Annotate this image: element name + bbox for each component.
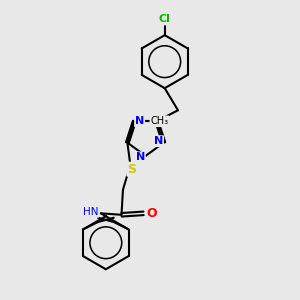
- Text: N: N: [135, 116, 144, 126]
- Text: Cl: Cl: [159, 14, 171, 24]
- Text: S: S: [127, 163, 136, 176]
- Text: CH₃: CH₃: [150, 116, 168, 126]
- Text: HN: HN: [83, 207, 98, 217]
- Text: O: O: [146, 207, 157, 220]
- Text: N: N: [154, 136, 163, 146]
- Text: N: N: [136, 152, 145, 162]
